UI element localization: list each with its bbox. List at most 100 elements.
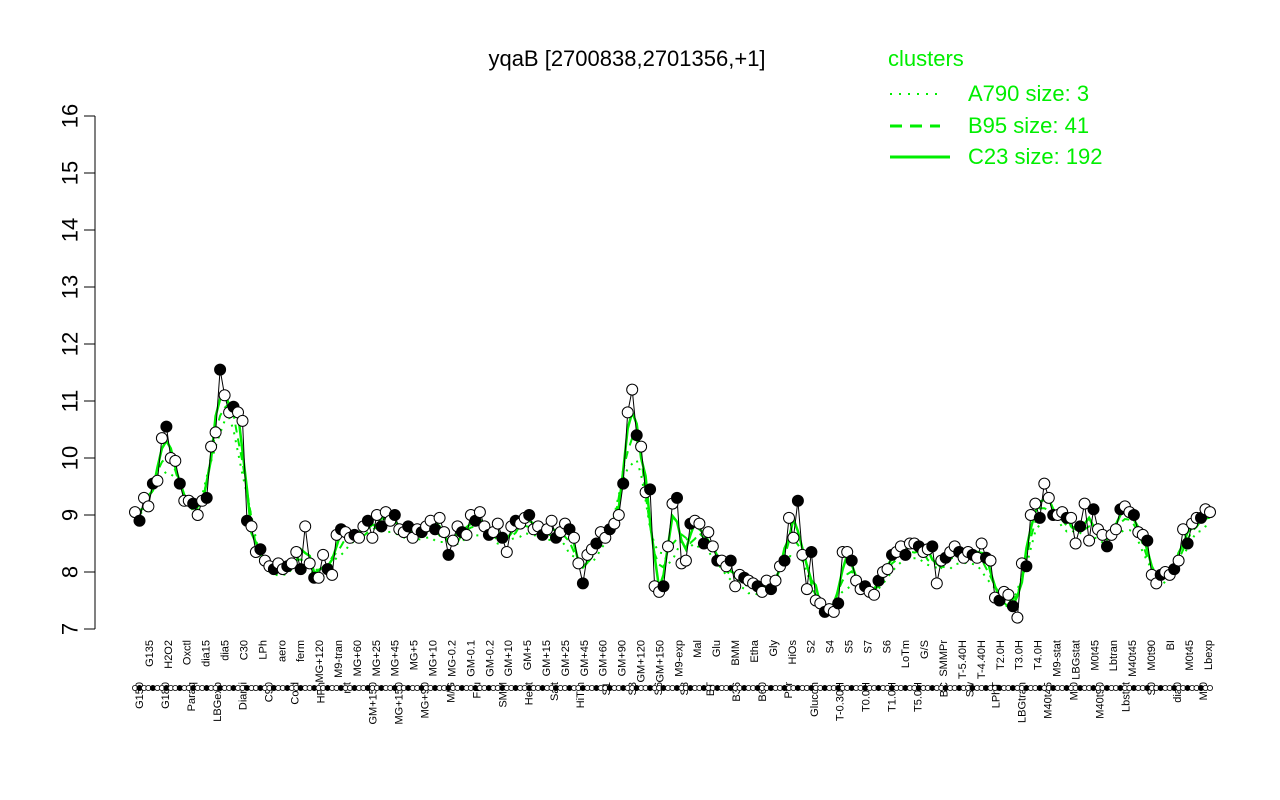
x-tick-label: GM+45 [579,640,591,676]
x-tick-label: GM+120 [635,640,647,683]
data-point [438,526,451,539]
data-point [1002,588,1015,601]
data-point [285,557,298,570]
data-point [1078,497,1091,510]
x-tick-label: LBGexp [212,682,224,722]
data-point [388,509,401,521]
x-tick-label: T2.0H [995,640,1007,670]
x-tick-label: M0t90 [1146,640,1158,671]
data-point [1127,509,1140,521]
x-tick-label: G/S [919,640,931,659]
data-point [1172,554,1185,567]
data-point [200,491,213,504]
x-tick-label: MG+120 [314,640,326,683]
x-tick-label: Gly [768,640,780,657]
x-tick-label: SMMPr [938,640,950,677]
data-point [617,477,630,490]
x-tick-label: Lbtran [1108,640,1120,671]
data-point [155,432,168,445]
x-tick-label: Oxctl [182,640,194,665]
x-tick-label: MG+150 [393,682,405,725]
x-tick-label: LBGtran [1016,682,1028,723]
x-tick-label: GM+25 [560,640,572,676]
data-point [635,440,648,453]
data-point [679,554,692,567]
x-tick-label: dia5 [219,640,231,661]
data-point [926,540,939,553]
data-point [1020,560,1033,573]
x-tick-label: GM-0.1 [465,640,477,677]
x-tick-label: T-0.30H [835,682,847,721]
x-tick-label: M9-exp [673,640,685,677]
data-point [1006,600,1019,613]
chart-title: yqaB [2700838,2701356,+1] [488,46,765,71]
x-tick-label: S2 [806,640,818,653]
data-point [1029,497,1042,510]
data-point [169,454,182,467]
data-point [706,540,719,553]
data-point [460,528,473,541]
y-tick-label: 15 [58,161,83,185]
x-tick-label: MG+90 [419,682,431,718]
data-point [491,517,504,530]
data-point [236,414,249,427]
x-tick-label: dia15 [201,640,213,667]
x-tick-label: MG+45 [390,640,402,676]
data-point [1204,506,1216,519]
x-tick-label: MG+60 [352,640,364,676]
data-point [1083,534,1096,547]
x-tick-label: LoTm [900,640,912,668]
data-point [312,571,325,584]
x-tick-label: BI [1165,640,1177,650]
data-point [160,420,173,433]
data-point [626,383,639,396]
data-point [245,520,258,533]
data-point [778,554,791,567]
x-tick-label: LPh [257,640,269,660]
x-tick-label: B36 [731,682,743,702]
data-point [353,531,365,544]
data-point [693,517,706,530]
x-tick-label: Etha [749,639,761,663]
data-point [303,557,316,570]
x-tick-label: S7 [862,640,874,653]
x-tick-label: HPh [316,682,328,703]
data-point [787,531,800,544]
data-point [671,491,683,504]
x-tick-label: M40t90 [1094,682,1106,719]
data-point [769,574,782,587]
x-tick-label: Mal [692,640,704,658]
data-point [1101,540,1113,553]
data-point [294,563,307,576]
x-marker [1207,685,1214,692]
x-tick-label: Lbexp [1203,640,1215,670]
data-point [173,477,186,490]
y-tick-label: 16 [58,104,83,128]
legend: clusters A790 size: 3 B95 size: 41 C23 s… [888,46,1103,169]
data-point [612,509,625,521]
y-tick-label: 13 [58,275,83,299]
x-tick-label: C30 [238,640,250,660]
data-point [254,543,267,556]
x-tick-label: S5 [843,640,855,653]
legend-label-b95: B95 size: 41 [968,113,1089,138]
x-tick-label: BMM [730,640,742,666]
y-tick-label: 8 [58,566,83,578]
data-point [868,588,881,601]
data-point [899,548,912,561]
y-tick-label: 11 [58,390,83,413]
x-tick-label: Glu [711,640,723,657]
x-tick-label: G135 [144,640,156,667]
data-point [576,577,589,590]
x-tick-label: LBGstat [1070,640,1082,680]
x-tick-label: M40t45 [1127,640,1139,677]
data-point [568,531,580,544]
x-tick-label: M40t45 [1042,682,1054,719]
data-point [375,520,388,533]
data-point [1011,611,1024,624]
data-point [290,546,303,558]
data-point [621,406,634,419]
x-tick-label: M0t45 [1184,640,1196,671]
